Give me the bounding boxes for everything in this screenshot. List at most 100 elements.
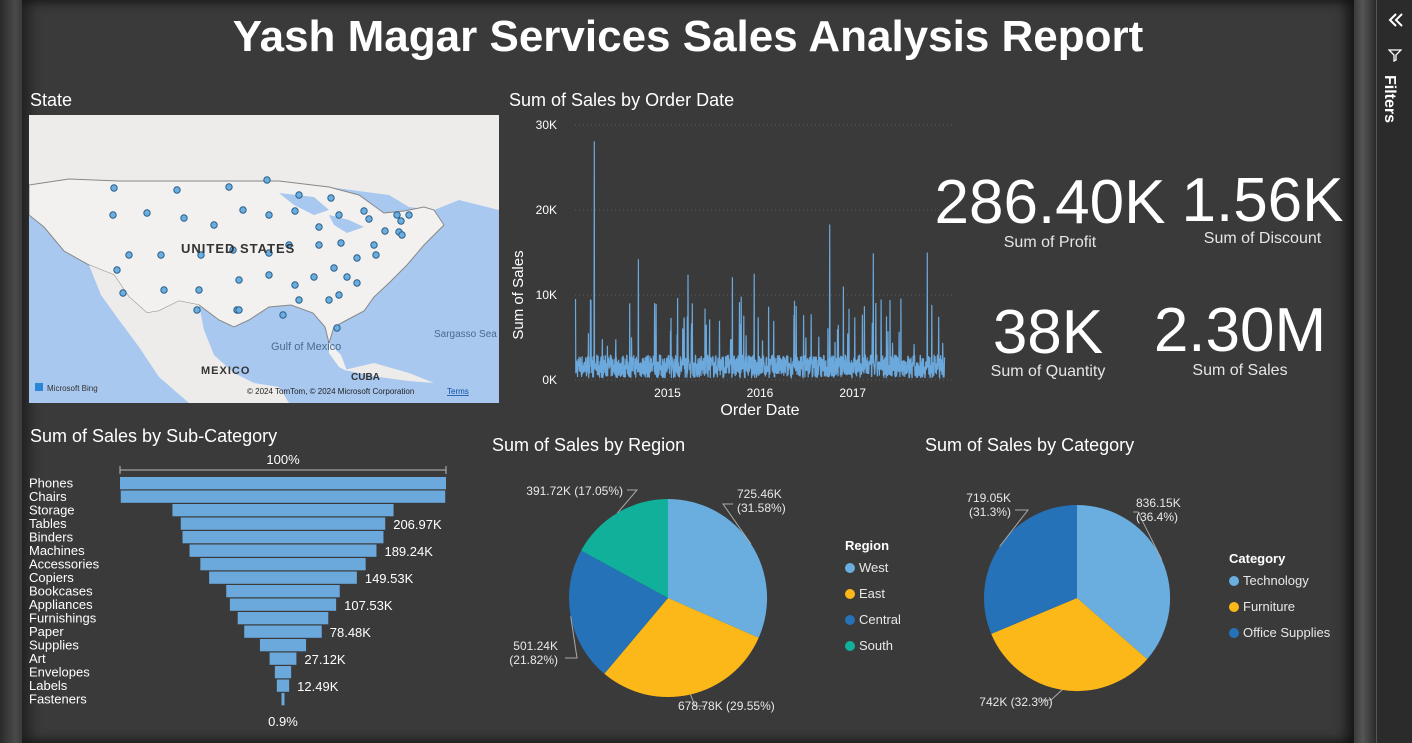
state-marker[interactable] bbox=[225, 183, 233, 191]
state-marker[interactable] bbox=[360, 207, 368, 215]
pie-slice[interactable] bbox=[604, 598, 759, 698]
funnel-bar[interactable] bbox=[274, 666, 292, 679]
pie-slice[interactable] bbox=[1077, 504, 1171, 660]
legend-marker[interactable] bbox=[1229, 628, 1239, 638]
filters-label[interactable]: Filters bbox=[1381, 75, 1398, 124]
legend-item-label[interactable]: Furniture bbox=[1243, 599, 1295, 614]
state-marker[interactable] bbox=[353, 254, 361, 262]
state-marker[interactable] bbox=[143, 209, 151, 217]
funnel-bar[interactable] bbox=[237, 612, 329, 625]
filter-funnel-icon[interactable] bbox=[1388, 48, 1402, 62]
legend-item-label[interactable]: Technology bbox=[1243, 573, 1309, 588]
state-marker[interactable] bbox=[381, 227, 389, 235]
funnel-bar[interactable] bbox=[209, 571, 357, 584]
state-marker[interactable] bbox=[310, 273, 318, 281]
state-marker[interactable] bbox=[337, 239, 345, 247]
state-marker[interactable] bbox=[333, 324, 341, 332]
legend-item-label[interactable]: Office Supplies bbox=[1243, 625, 1331, 640]
state-marker[interactable] bbox=[327, 194, 335, 202]
funnel-bar[interactable] bbox=[281, 693, 285, 706]
funnel-bar[interactable] bbox=[269, 652, 297, 665]
state-marker[interactable] bbox=[315, 241, 323, 249]
state-marker[interactable] bbox=[285, 241, 293, 249]
legend-marker[interactable] bbox=[845, 641, 855, 651]
state-marker[interactable] bbox=[372, 251, 380, 259]
pie-slice[interactable] bbox=[668, 499, 768, 638]
funnel-bar[interactable] bbox=[120, 490, 446, 503]
funnel-bar[interactable] bbox=[180, 517, 386, 530]
state-marker[interactable] bbox=[265, 271, 273, 279]
state-marker[interactable] bbox=[235, 276, 243, 284]
state-marker[interactable] bbox=[325, 296, 333, 304]
state-marker[interactable] bbox=[405, 211, 413, 219]
state-marker[interactable] bbox=[335, 211, 343, 219]
state-marker[interactable] bbox=[235, 306, 243, 314]
funnel-bar[interactable] bbox=[182, 531, 384, 544]
state-marker[interactable] bbox=[397, 217, 405, 225]
state-marker[interactable] bbox=[335, 291, 343, 299]
legend-item-label[interactable]: South bbox=[859, 638, 893, 653]
state-marker[interactable] bbox=[370, 241, 378, 249]
funnel-bar[interactable] bbox=[259, 639, 307, 652]
state-marker[interactable] bbox=[398, 231, 406, 239]
state-marker[interactable] bbox=[353, 279, 361, 287]
state-marker[interactable] bbox=[113, 266, 121, 274]
funnel-bar[interactable] bbox=[229, 598, 337, 611]
state-marker[interactable] bbox=[295, 296, 303, 304]
state-marker[interactable] bbox=[295, 191, 303, 199]
collapse-chevrons-icon[interactable] bbox=[1387, 12, 1405, 28]
map-terms-link[interactable]: Terms bbox=[447, 387, 469, 396]
funnel-bar[interactable] bbox=[276, 679, 290, 692]
sales-line-series[interactable] bbox=[574, 141, 946, 380]
state-marker[interactable] bbox=[393, 211, 401, 219]
funnel-bar[interactable] bbox=[226, 585, 340, 598]
state-marker[interactable] bbox=[343, 273, 351, 281]
state-marker[interactable] bbox=[365, 215, 373, 223]
legend-marker[interactable] bbox=[845, 589, 855, 599]
legend-item-label[interactable]: East bbox=[859, 586, 885, 601]
legend-item-label[interactable]: West bbox=[859, 560, 889, 575]
state-marker[interactable] bbox=[197, 251, 205, 259]
funnel-bar[interactable] bbox=[244, 625, 322, 638]
state-marker[interactable] bbox=[263, 176, 271, 184]
funnel-bar[interactable] bbox=[189, 544, 377, 557]
funnel-bar[interactable] bbox=[172, 504, 394, 517]
state-marker[interactable] bbox=[160, 286, 168, 294]
state-marker[interactable] bbox=[291, 207, 299, 215]
state-marker[interactable] bbox=[173, 186, 181, 194]
state-marker[interactable] bbox=[330, 264, 338, 272]
legend-item-label[interactable]: Central bbox=[859, 612, 901, 627]
state-marker[interactable] bbox=[193, 306, 201, 314]
state-marker[interactable] bbox=[265, 249, 273, 257]
funnel-bar[interactable] bbox=[120, 477, 446, 490]
state-marker[interactable] bbox=[125, 251, 133, 259]
state-marker[interactable] bbox=[265, 211, 273, 219]
sales-by-region-pie[interactable]: 725.46K(31.58%) 678.78K (29.55%) 501.24K(2… bbox=[495, 470, 925, 725]
pie-slice[interactable] bbox=[991, 598, 1148, 692]
state-map[interactable]: UNITED STATES MEXICO Gulf of Mexico CUBA… bbox=[29, 115, 499, 403]
state-marker[interactable] bbox=[180, 214, 188, 222]
state-marker[interactable] bbox=[109, 211, 117, 219]
state-marker[interactable] bbox=[279, 311, 287, 319]
state-marker[interactable] bbox=[157, 251, 165, 259]
sales-by-order-date-chart[interactable]: 0K 10K 20K 30K 2015 2016 2017 Sum of Sales Or… bbox=[505, 115, 960, 420]
pie-slice[interactable] bbox=[569, 550, 668, 674]
state-marker[interactable] bbox=[239, 206, 247, 214]
legend-marker[interactable] bbox=[1229, 602, 1239, 612]
legend-marker[interactable] bbox=[1229, 576, 1239, 586]
legend-marker[interactable] bbox=[845, 615, 855, 625]
state-marker[interactable] bbox=[195, 286, 203, 294]
kpi-profit-label: Sum of Profit bbox=[1003, 234, 1097, 251]
pie-slice[interactable] bbox=[581, 499, 668, 598]
state-marker[interactable] bbox=[110, 184, 118, 192]
sales-by-category-pie[interactable]: 836.15K(36.4%) 742K (32.3%) 719.05K(31.3%)… bbox=[930, 470, 1350, 725]
filters-pane[interactable] bbox=[1376, 0, 1412, 743]
state-marker[interactable] bbox=[229, 246, 237, 254]
legend-marker[interactable] bbox=[845, 563, 855, 573]
state-marker[interactable] bbox=[315, 223, 323, 231]
funnel-bar[interactable] bbox=[200, 558, 366, 571]
state-marker[interactable] bbox=[291, 281, 299, 289]
state-marker[interactable] bbox=[210, 221, 218, 229]
state-marker[interactable] bbox=[119, 289, 127, 297]
